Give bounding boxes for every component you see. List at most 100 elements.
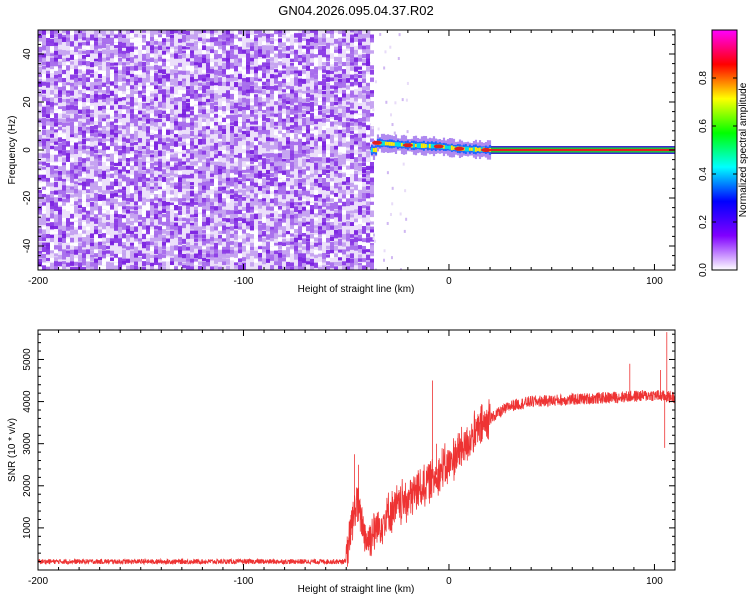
noise-cell — [350, 38, 354, 43]
noise-cell — [385, 100, 388, 104]
noise-cell — [290, 125, 294, 129]
noise-cell — [78, 157, 82, 162]
noise-cell — [130, 133, 134, 140]
noise-cell — [322, 82, 326, 88]
noise-cell — [366, 242, 370, 248]
noise-cell — [86, 77, 90, 83]
noise-cell — [94, 37, 98, 42]
noise-cell — [66, 150, 70, 156]
noise-cell — [58, 189, 62, 196]
noise-cell — [114, 258, 118, 262]
noise-cell — [142, 34, 146, 39]
noise-cell — [94, 181, 98, 188]
noise-cell — [150, 98, 154, 103]
noise-cell — [54, 170, 58, 175]
noise-cell — [266, 85, 270, 90]
noise-cell — [118, 233, 122, 240]
noise-cell — [186, 165, 190, 170]
noise-cell — [118, 209, 122, 216]
noise-cell — [226, 198, 230, 203]
noise-cell — [54, 177, 58, 182]
noise-cell — [306, 46, 310, 52]
noise-cell — [50, 201, 54, 207]
noise-cell — [294, 118, 298, 124]
noise-cell — [266, 45, 270, 52]
noise-cell — [302, 258, 306, 265]
noise-cell — [354, 141, 358, 145]
noise-cell — [286, 213, 290, 219]
noise-cell — [306, 129, 310, 135]
noise-cell — [82, 266, 86, 270]
noise-cell — [370, 258, 374, 263]
noise-cell — [250, 54, 254, 58]
noise-cell — [210, 105, 214, 110]
noise-cell — [110, 161, 114, 166]
noise-cell — [338, 49, 342, 54]
noise-cell — [90, 113, 94, 120]
noise-cell — [326, 74, 330, 79]
noise-cell — [194, 258, 198, 263]
noise-cell — [298, 261, 302, 267]
noise-cell — [254, 250, 258, 256]
noise-cell — [290, 141, 294, 146]
noise-cell — [270, 213, 274, 218]
noise-cell — [374, 80, 377, 84]
noise-cell — [314, 49, 318, 55]
noise-cell — [254, 169, 258, 174]
noise-cell — [106, 133, 110, 138]
noise-cell — [194, 213, 198, 218]
noise-cell — [126, 42, 130, 48]
noise-cell — [230, 74, 234, 81]
noise-cell — [134, 154, 138, 160]
noise-cell — [194, 261, 198, 266]
noise-cell — [318, 205, 322, 209]
noise-cell — [46, 138, 50, 143]
noise-cell — [330, 246, 334, 251]
noise-cell — [110, 105, 114, 110]
noise-cell — [298, 82, 302, 87]
noise-cell — [150, 113, 154, 119]
noise-cell — [42, 210, 46, 214]
noise-cell — [354, 157, 358, 163]
noise-cell — [334, 153, 338, 157]
noise-cell — [338, 133, 342, 140]
noise-cell — [334, 66, 338, 72]
noise-cell — [142, 266, 146, 270]
noise-cell — [302, 130, 306, 135]
noise-cell — [102, 109, 106, 114]
noise-cell — [266, 206, 270, 211]
noise-cell — [110, 134, 114, 139]
noise-cell — [302, 78, 306, 84]
noise-cell — [162, 129, 166, 135]
noise-cell — [366, 190, 370, 195]
noise-cell — [334, 149, 338, 155]
noise-cell — [166, 226, 170, 231]
noise-cell — [42, 106, 46, 113]
noise-cell — [178, 229, 182, 235]
noise-cell — [258, 241, 262, 245]
noise-cell — [186, 209, 190, 214]
noise-cell — [62, 37, 66, 43]
noise-cell — [322, 157, 326, 164]
noise-cell — [238, 134, 242, 140]
noise-cell — [274, 158, 278, 164]
noise-cell — [346, 53, 350, 58]
noise-cell — [94, 158, 98, 163]
noise-cell — [174, 254, 178, 258]
noise-cell — [138, 177, 142, 182]
noise-cell — [70, 213, 74, 220]
noise-cell — [54, 257, 58, 264]
noise-cell — [146, 186, 150, 191]
noise-cell — [102, 254, 106, 260]
noise-cell — [182, 161, 186, 165]
noise-cell — [106, 214, 110, 220]
noise-cell — [50, 209, 54, 215]
noise-cell — [174, 146, 178, 152]
noise-cell — [322, 113, 326, 118]
noise-cell — [110, 62, 114, 66]
noise-cell — [50, 121, 54, 127]
noise-cell — [154, 194, 158, 198]
noise-cell — [42, 181, 46, 187]
noise-cell — [154, 246, 158, 250]
noise-cell — [254, 73, 258, 79]
